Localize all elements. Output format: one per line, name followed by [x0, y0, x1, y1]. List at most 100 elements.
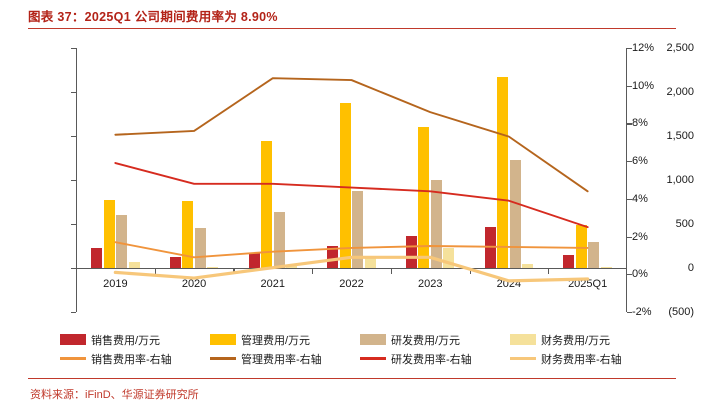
right-axis-tick-mark — [627, 161, 632, 163]
right-axis-tick-mark — [627, 312, 632, 314]
bar-1-4 — [418, 127, 430, 268]
x-axis-tick-mark — [469, 268, 471, 274]
bar-3-4 — [443, 247, 455, 268]
legend-swatch-icon — [210, 357, 236, 360]
figure-header: 图表 37：2025Q1 公司期间费用率为 8.90% — [28, 6, 676, 30]
bar-0-2 — [248, 253, 260, 268]
legend-sales-expense-rate-line[interactable]: 销售费用率-右轴 — [60, 351, 210, 367]
right-axis-tick-mark — [627, 85, 632, 87]
left-axis-tick-label: 0 — [687, 262, 694, 274]
x-axis-tick-label: 2022 — [339, 278, 364, 290]
bar-1-3 — [339, 103, 351, 268]
bar-1-0 — [103, 200, 115, 268]
bar-0-4 — [405, 236, 417, 268]
x-axis-tick-mark — [390, 268, 393, 274]
bar-0-6 — [563, 254, 575, 268]
legend-swatch-icon — [510, 334, 536, 345]
title-divider — [28, 28, 676, 30]
legend-swatch-icon — [60, 334, 86, 345]
right-axis-tick-mark — [627, 236, 632, 238]
bar-2-1 — [194, 227, 206, 268]
legend-swatch-icon — [360, 334, 386, 345]
legend-sales-expense-bar[interactable]: 销售费用/万元 — [60, 332, 210, 348]
bar-2-6 — [588, 242, 600, 268]
left-axis-tick-mark — [71, 136, 76, 138]
x-axis-tick-label: 2020 — [181, 278, 207, 290]
line-series-layer — [113, 77, 590, 283]
chart-legend: 销售费用/万元 管理费用/万元 研发费用/万元 财务费用/万元 销售费用率-右轴 管理费… — [60, 330, 660, 368]
right-axis-tick-label: 0% — [632, 268, 648, 281]
legend-label: 销售费用/万元 — [91, 334, 161, 347]
x-axis-tick-label: 2021 — [260, 278, 286, 290]
right-axis-tick-label: 4% — [632, 192, 648, 205]
left-axis-tick-mark — [71, 312, 76, 314]
bar-0-0 — [91, 248, 103, 268]
legend-swatch-icon — [510, 357, 536, 360]
bar-3-0 — [128, 261, 140, 268]
right-axis-tick-label: 2% — [632, 230, 648, 243]
legend-swatch-icon — [60, 357, 86, 360]
plot-area — [76, 48, 627, 312]
left-axis-tick-label: (500) — [668, 306, 694, 318]
legend-label: 研发费用/万元 — [391, 334, 461, 347]
legend-admin-expense-bar[interactable]: 管理费用/万元 — [210, 332, 360, 348]
bar-1-6 — [575, 224, 587, 268]
left-axis-tick-mark — [71, 48, 76, 50]
bar-3-5 — [522, 264, 534, 268]
left-axis-tick-label: 2,500 — [666, 42, 694, 54]
legend-swatch-icon — [210, 334, 236, 345]
bar-1-2 — [261, 141, 273, 268]
right-axis-tick-label: 12% — [632, 42, 655, 54]
legend-rd-expense-rate-line[interactable]: 研发费用率-右轴 — [360, 351, 510, 367]
x-axis-tick-label: 2019 — [103, 278, 128, 290]
figure-title: 图表 37：2025Q1 公司期间费用率为 8.90% — [28, 10, 278, 24]
bar-2-4 — [430, 180, 442, 268]
bar-3-1 — [207, 266, 219, 268]
x-axis-tick-label: 2025Q1 — [568, 278, 608, 290]
legend-swatch-icon — [360, 357, 386, 360]
legend-label: 销售费用率-右轴 — [91, 353, 172, 366]
legend-admin-expense-rate-line[interactable]: 管理费用率-右轴 — [210, 351, 360, 367]
right-axis-tick-label: 10% — [632, 79, 655, 92]
bar-3-6 — [600, 267, 612, 268]
bar-0-1 — [169, 256, 181, 268]
left-axis-tick-mark — [71, 224, 76, 226]
left-axis-tick-mark — [71, 92, 76, 94]
bar-2-0 — [116, 215, 128, 268]
right-axis-tick-label: 6% — [632, 155, 648, 168]
legend-label: 财务费用率-右轴 — [541, 353, 622, 366]
right-axis-tick-mark — [627, 48, 632, 50]
legend-finance-expense-rate-line[interactable]: 财务费用率-右轴 — [510, 351, 660, 367]
bar-1-5 — [497, 77, 509, 268]
line-series-0 — [114, 241, 589, 259]
left-axis-tick-label: 1,500 — [666, 130, 694, 142]
legend-row-lines: 销售费用率-右轴 管理费用率-右轴 研发费用率-右轴 财务费用率-右轴 — [60, 349, 660, 368]
x-axis-tick-mark — [233, 268, 235, 274]
right-axis-tick-mark — [627, 123, 632, 125]
legend-finance-expense-bar[interactable]: 财务费用/万元 — [510, 332, 660, 348]
left-axis-tick-mark — [71, 268, 76, 270]
line-series-3 — [113, 255, 590, 283]
legend-label: 研发费用率-右轴 — [391, 353, 472, 366]
zero-baseline — [76, 268, 627, 270]
right-axis-tick-mark — [627, 198, 632, 201]
legend-label: 管理费用率-右轴 — [241, 353, 322, 366]
left-axis-tick-mark — [71, 180, 76, 182]
bar-2-5 — [509, 159, 521, 268]
legend-label: 管理费用/万元 — [241, 334, 311, 347]
right-axis-tick-label: 8% — [632, 117, 648, 130]
footer-divider — [28, 378, 676, 380]
bar-0-3 — [327, 246, 339, 268]
bar-1-1 — [182, 201, 194, 268]
legend-rd-expense-bar[interactable]: 研发费用/万元 — [360, 332, 510, 348]
x-axis-tick-mark — [154, 268, 156, 274]
source-note: 资料来源：iFinD、华源证券研究所 — [30, 389, 199, 401]
x-axis-tick-label: 2023 — [417, 278, 443, 290]
x-axis-tick-mark — [312, 268, 314, 274]
right-axis-tick-mark — [627, 274, 632, 276]
legend-row-bars: 销售费用/万元 管理费用/万元 研发费用/万元 财务费用/万元 — [60, 330, 660, 349]
x-axis-tick-mark — [548, 268, 550, 274]
bar-3-3 — [364, 256, 376, 268]
legend-label: 财务费用/万元 — [541, 334, 611, 347]
